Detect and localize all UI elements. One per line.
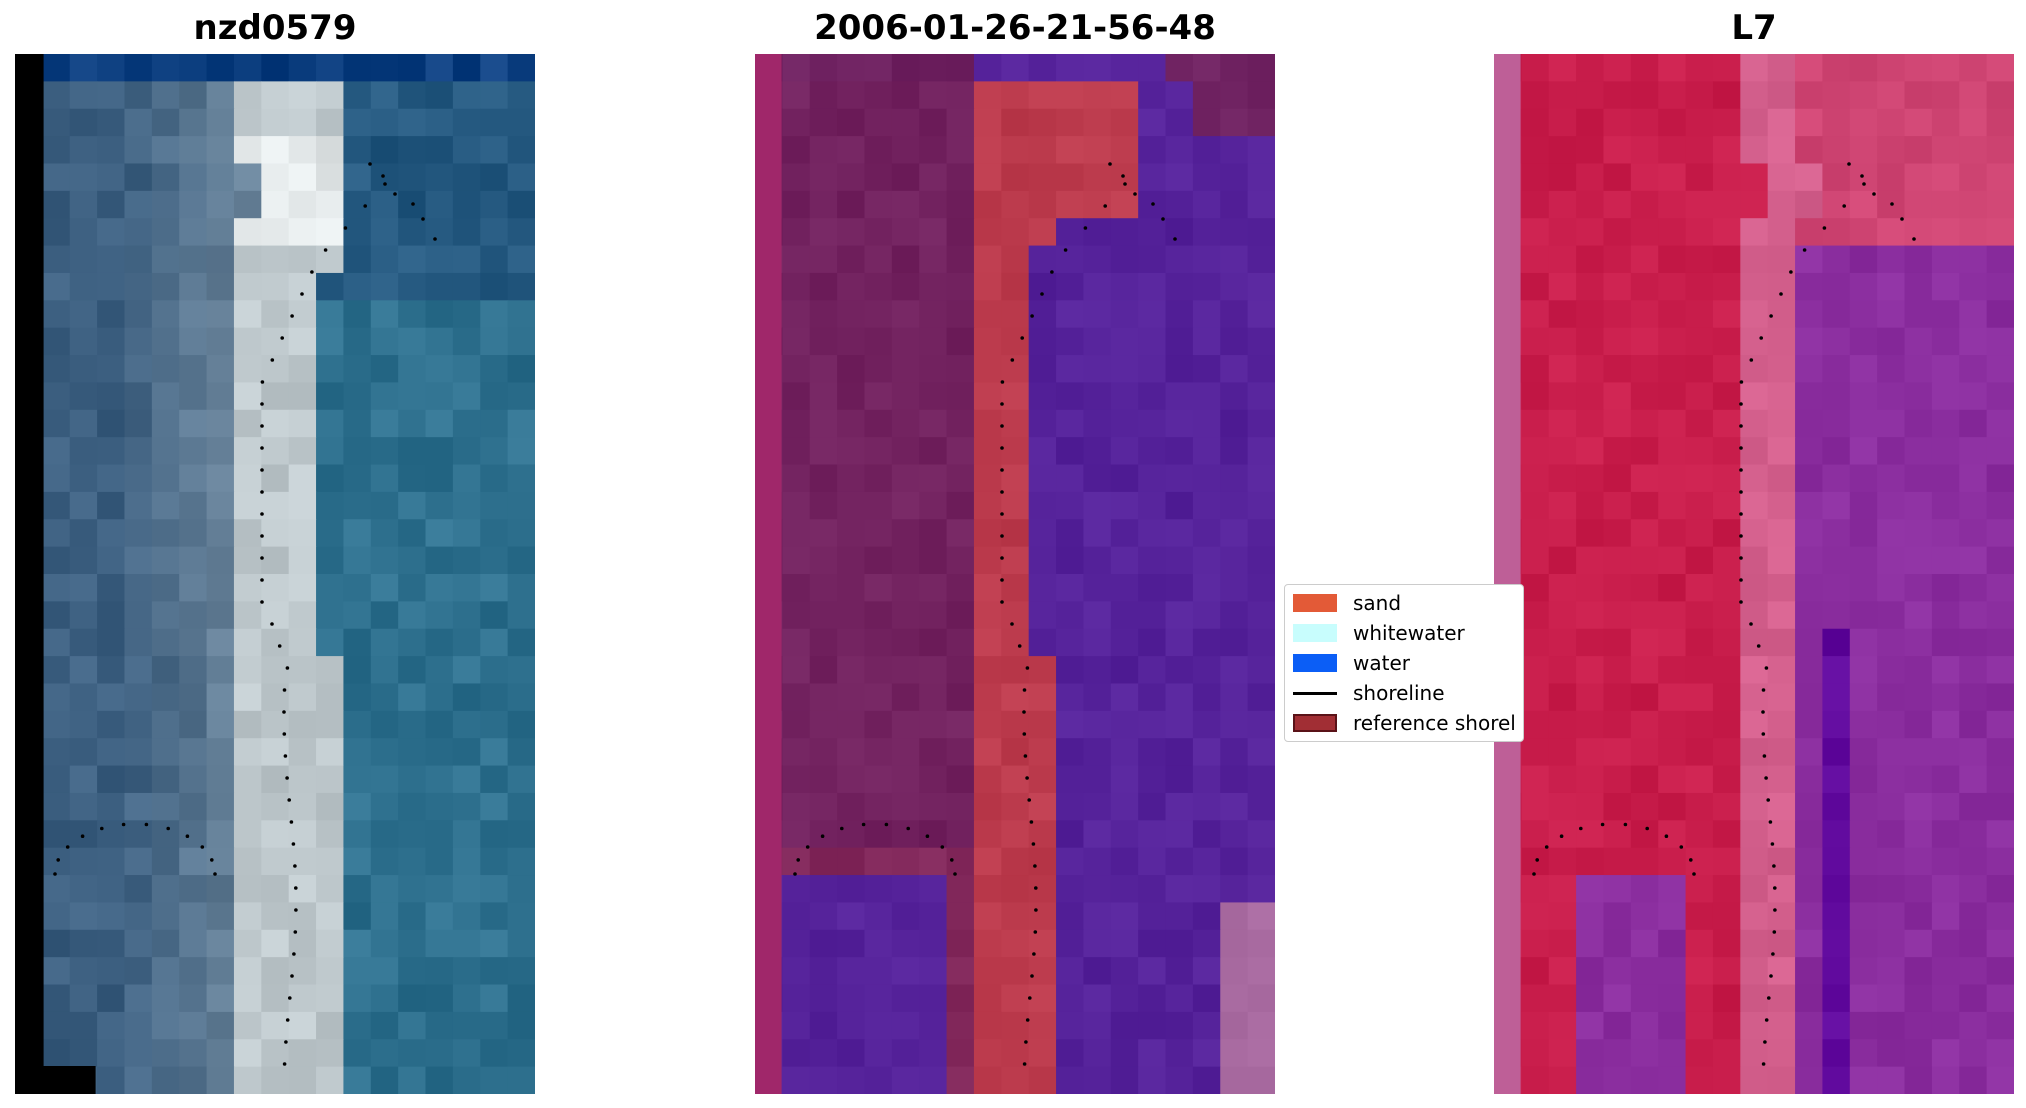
- legend-swatch-water: [1293, 654, 1337, 672]
- rgb-image-panel: [15, 54, 535, 1094]
- l7-image-panel: [1494, 54, 2014, 1094]
- classified-image-panel: [755, 54, 1275, 1094]
- legend: sand whitewater water shoreline referenc…: [1284, 584, 1524, 742]
- shoreline-points: [1532, 162, 1916, 1066]
- legend-label-whitewater: whitewater: [1353, 621, 1465, 645]
- legend-swatch-reference-shoreline: [1293, 714, 1337, 732]
- panel-title-classified: 2006-01-26-21-56-48: [814, 8, 1216, 48]
- nodata-strip-bottom: [15, 1066, 96, 1094]
- l7-index-image: [1494, 54, 2014, 1094]
- panel-title-l7: L7: [1731, 8, 1777, 48]
- legend-label-reference-shoreline: reference shorel: [1353, 711, 1516, 735]
- l7-border-strip: [1494, 54, 1521, 1094]
- rgb-image: [15, 54, 535, 1094]
- shoreline-points: [793, 162, 1177, 1066]
- legend-swatch-sand: [1293, 594, 1337, 612]
- legend-item-reference-shoreline: reference shorel: [1293, 711, 1516, 735]
- legend-label-water: water: [1353, 651, 1410, 675]
- legend-label-shoreline: shoreline: [1353, 681, 1445, 705]
- legend-label-sand: sand: [1353, 591, 1402, 615]
- shoreline-points: [53, 162, 437, 1066]
- classified-border-strip: [755, 54, 782, 1094]
- legend-item-sand: sand: [1293, 591, 1401, 615]
- classified-image: [755, 54, 1275, 1094]
- panel-title-rgb: nzd0579: [193, 8, 357, 48]
- legend-swatch-whitewater: [1293, 624, 1337, 642]
- legend-item-shoreline: shoreline: [1293, 681, 1445, 705]
- nodata-strip-left: [15, 54, 44, 1094]
- legend-item-whitewater: whitewater: [1293, 621, 1465, 645]
- legend-item-water: water: [1293, 651, 1410, 675]
- legend-line-shoreline: [1293, 691, 1337, 695]
